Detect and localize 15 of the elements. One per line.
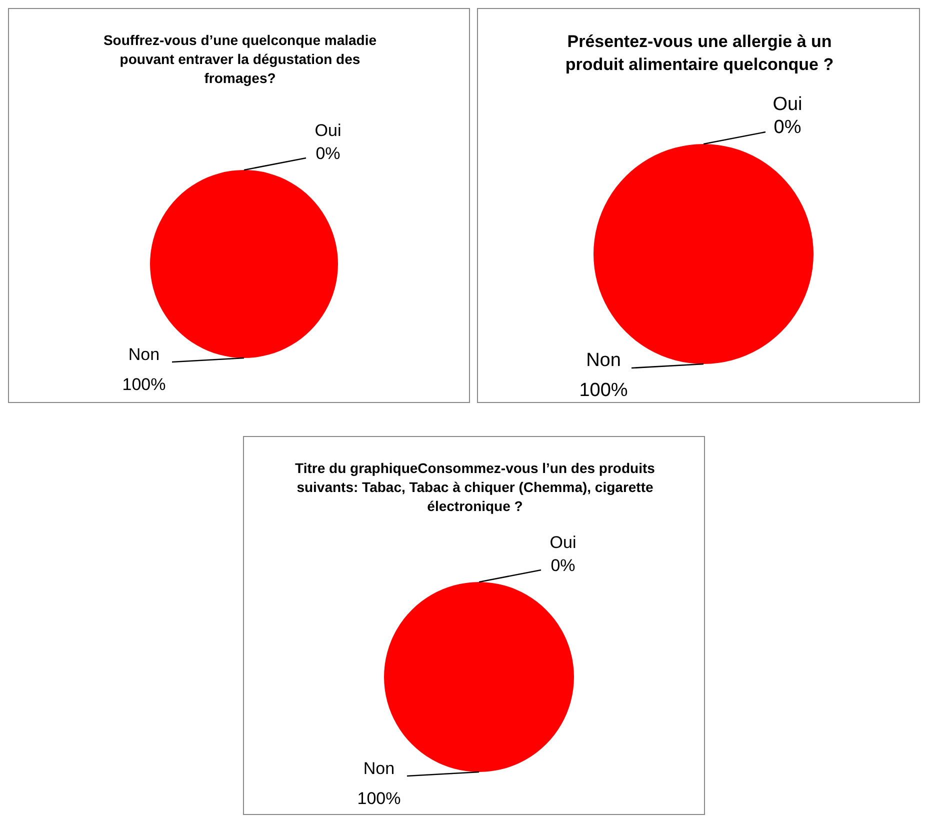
text: 0% xyxy=(550,556,576,575)
text: 0% xyxy=(316,144,340,163)
data-label: 100% xyxy=(357,789,401,808)
text: 0% xyxy=(774,117,802,138)
data-label: 100% xyxy=(122,375,166,394)
slice-label: Non xyxy=(128,345,160,364)
chart-title: Présentez-vous une allergie à un produit alimentaire quelconque ? xyxy=(564,31,835,76)
category-label: Oui xyxy=(550,533,576,552)
slice-label: Non xyxy=(586,350,621,371)
chart-title: Titre du graphiqueConsommez-vous l’un des produits suivants: Tabac, Tabac à chiquer (Chemma), cigarette électronique ? xyxy=(295,459,655,516)
category-label: Oui xyxy=(772,94,802,115)
chart-title: Souffrez-vous d’une quelconque maladie pouvant entraver la dégustation des fromages? xyxy=(102,31,378,88)
slice-label: Non xyxy=(363,759,395,778)
data-label: 100% xyxy=(579,380,628,401)
category-label: Oui xyxy=(314,121,342,140)
